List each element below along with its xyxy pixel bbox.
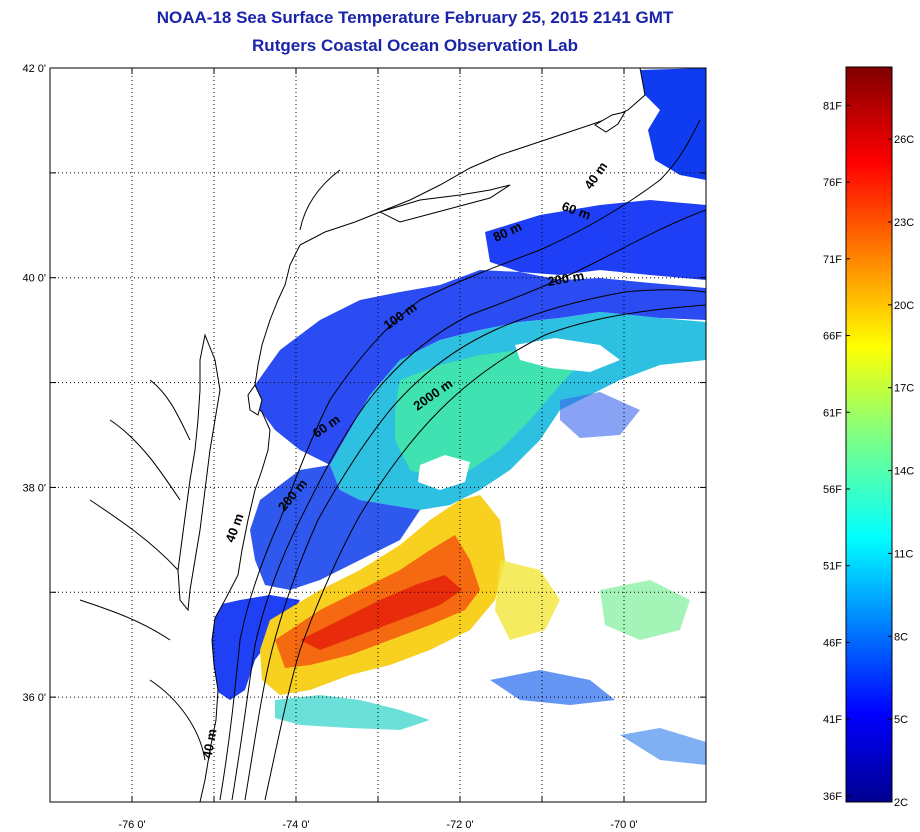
colorbar-f-label: 61F xyxy=(823,407,842,419)
sst-imagery xyxy=(195,68,706,765)
sst-patch-offshore-blue-2 xyxy=(560,392,640,438)
sst-patch-gulf-stream-red xyxy=(300,575,462,650)
pamlico-sound xyxy=(149,679,206,761)
colorbar-f-label: 41F xyxy=(823,714,842,726)
contour-60m xyxy=(231,209,706,801)
colorbar-c-label: 5C xyxy=(894,714,908,726)
colorbar-f-label: 76F xyxy=(823,177,842,189)
rivers-3 xyxy=(89,499,179,571)
cloud-gap-1 xyxy=(418,455,470,490)
contour-label: 40 m xyxy=(200,728,220,760)
contour-2000m xyxy=(264,304,706,801)
rivers-1 xyxy=(149,379,191,441)
land-long-island xyxy=(378,184,511,223)
lon-tick-label: -74 0' xyxy=(282,819,309,831)
colorbar-f-label: 46F xyxy=(823,637,842,649)
sst-patch-shelf-mid xyxy=(255,270,706,465)
lat-tick-label: 42 0' xyxy=(22,63,46,75)
colorbar-f-label: 51F xyxy=(823,561,842,573)
lon-tick-label: -72 0' xyxy=(446,819,473,831)
land-outline xyxy=(50,68,646,802)
colorbar-celsius-labels: 26C 23C 20C 17C 14C 11C 8C 5C 2C xyxy=(888,134,914,809)
colorbar-c-label: 8C xyxy=(894,631,908,643)
sst-patch-offshore-blue-1 xyxy=(490,670,615,705)
colorbar-c-label: 14C xyxy=(894,466,914,478)
colorbar-c-label: 26C xyxy=(894,134,914,146)
colorbar-c-label: 23C xyxy=(894,217,914,229)
delaware-bay xyxy=(247,384,263,416)
colorbar-f-label: 81F xyxy=(823,100,842,112)
colorbar-fahrenheit-labels: 81F 76F 71F 66F 61F 56F 51F 46F 41F 36F xyxy=(823,100,850,803)
sst-patch-gulf-maine xyxy=(640,68,706,180)
sst-patch-offshore-green xyxy=(600,580,690,640)
rivers-5 xyxy=(299,169,341,231)
colorbar-f-label: 66F xyxy=(823,331,842,343)
rivers-2 xyxy=(109,419,181,501)
cloud-gap-3 xyxy=(590,430,706,565)
axes: 42 0' 40 0' 38 0' 36 0' -76 0' -74 0' -72 0' -7… xyxy=(22,63,706,831)
contour-label: 200 m xyxy=(546,268,585,289)
colorbar xyxy=(845,66,893,803)
sst-patch-offshore-blue-3 xyxy=(620,728,706,765)
colorbar-f-label: 56F xyxy=(823,484,842,496)
lon-tick-label: -70 0' xyxy=(610,819,637,831)
sst-patch-south-cyan xyxy=(275,695,430,730)
contour-200m xyxy=(244,289,706,801)
bathymetry-contours xyxy=(219,119,706,801)
sst-patch-slope-green xyxy=(395,345,590,480)
colorbar-c-label: 17C xyxy=(894,383,914,395)
lon-tick-label: -76 0' xyxy=(118,819,145,831)
sst-patch-shelf-north xyxy=(485,200,706,280)
sst-patch-shelf-south xyxy=(250,465,420,590)
map-subtitle: Rutgers Coastal Ocean Observation Lab xyxy=(252,36,578,55)
lat-tick-label: 36 0' xyxy=(22,692,46,704)
graticule xyxy=(50,68,706,802)
cloud-gap-2 xyxy=(515,338,620,372)
land-cape-cod xyxy=(594,111,627,133)
colorbar-c-label: 2C xyxy=(894,797,908,809)
colorbar-c-label: 11C xyxy=(894,548,913,560)
sst-patch-offshore-yellow xyxy=(495,560,560,640)
contour-40m xyxy=(219,119,701,801)
colorbar-c-label: 20C xyxy=(894,300,914,312)
colorbar-f-label: 36F xyxy=(823,791,842,803)
map-title: NOAA-18 Sea Surface Temperature February… xyxy=(156,8,674,27)
lat-tick-label: 38 0' xyxy=(22,482,46,494)
colorbar-f-label: 71F xyxy=(823,254,842,266)
lat-tick-label: 40 0' xyxy=(22,273,46,285)
rivers-4 xyxy=(79,599,171,641)
